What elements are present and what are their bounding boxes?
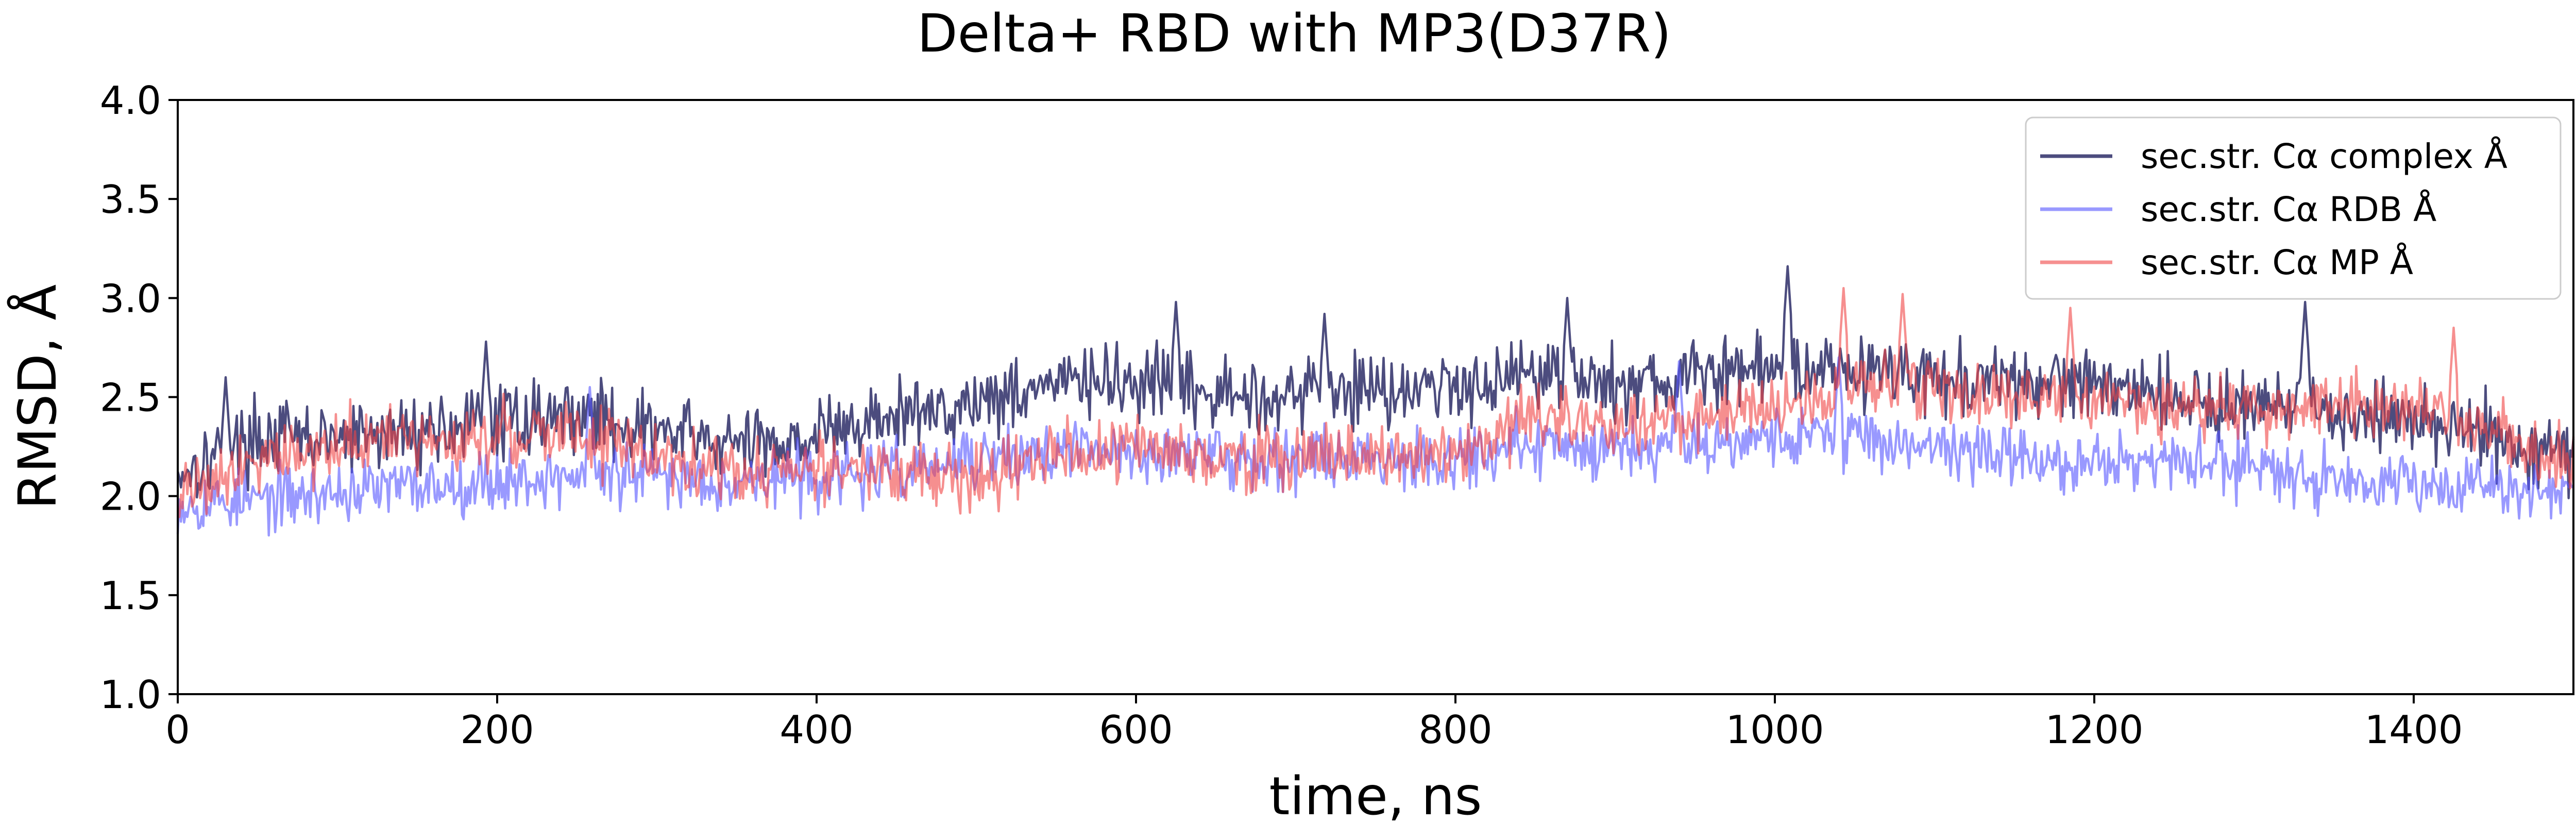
x-tick-label: 800 [1418, 707, 1492, 752]
legend-box [2025, 116, 2562, 300]
chart-title: Delta+ RBD with MP3(D37R) [917, 3, 1671, 64]
y-tick-label: 3.5 [100, 177, 161, 222]
y-axis-label: RMSD, Å [7, 284, 69, 510]
x-axis-label: time, ns [1269, 766, 1482, 827]
legend-label-3: sec.str. Cα MP Å [2141, 243, 2413, 282]
x-tick-label: 0 [165, 707, 190, 752]
legend: sec.str. Cα complex Å sec.str. Cα RDB Å se… [2025, 116, 2562, 300]
y-tick-label: 3.0 [100, 276, 161, 321]
y-axis: 1.0 1.5 2.0 2.5 3.0 3.5 4.0 [100, 78, 178, 717]
y-tick-label: 4.0 [100, 78, 161, 123]
x-tick-label: 1200 [2045, 707, 2144, 752]
legend-label-1: sec.str. Cα complex Å [2141, 137, 2507, 176]
x-tick-label: 200 [460, 707, 534, 752]
y-tick-label: 1.0 [100, 672, 161, 717]
series-layer [176, 265, 2575, 537]
x-axis: 0 200 400 600 800 1000 1200 1400 [165, 694, 2463, 752]
y-tick-label: 2.0 [100, 474, 161, 519]
legend-label-2: sec.str. Cα RDB Å [2141, 190, 2436, 229]
y-tick-label: 1.5 [100, 573, 161, 618]
y-tick-label: 2.5 [100, 375, 161, 421]
x-tick-label: 600 [1099, 707, 1173, 752]
series-line-3 [176, 287, 2575, 518]
x-tick-label: 1400 [2365, 707, 2463, 752]
x-tick-label: 400 [779, 707, 853, 752]
x-tick-label: 1000 [1726, 707, 1824, 752]
